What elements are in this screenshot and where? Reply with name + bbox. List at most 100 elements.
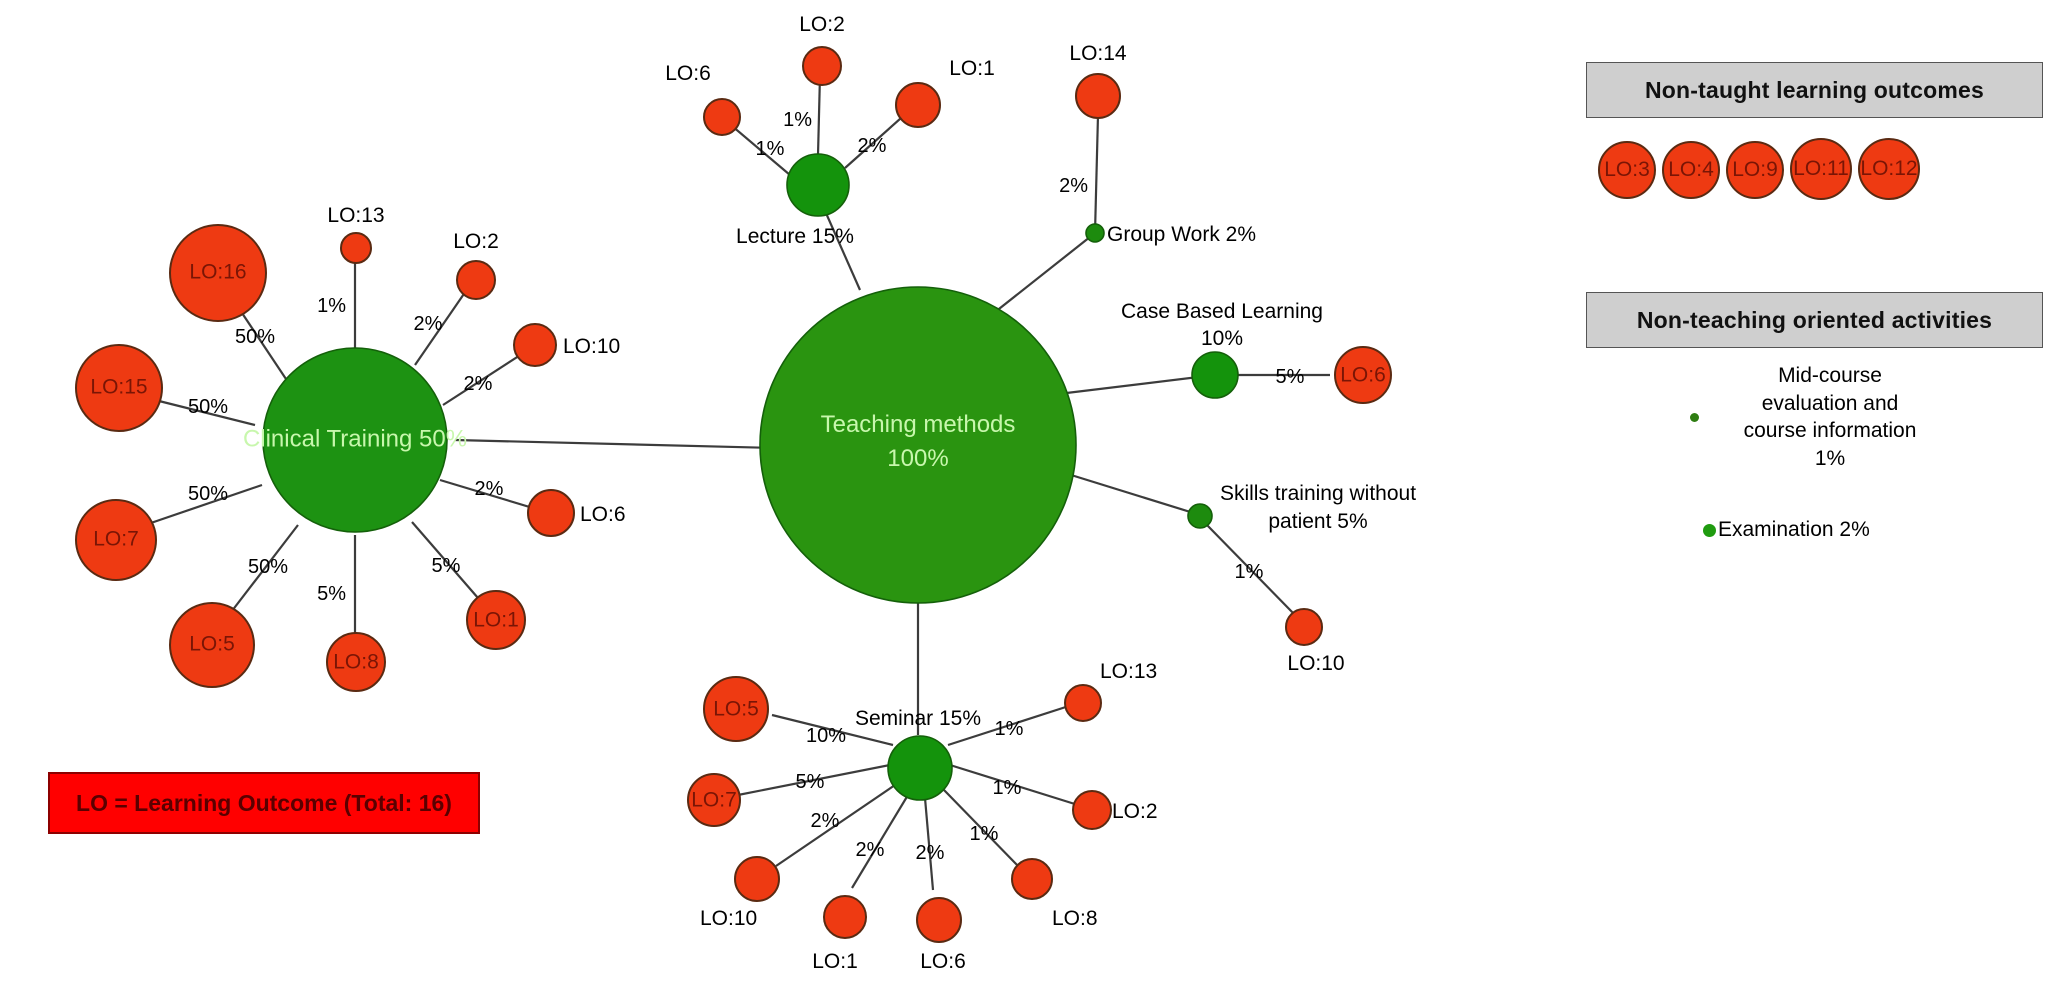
node-lo3[interactable]: LO:3 — [1598, 141, 1656, 199]
seminar-lo13-label: LO:13 — [1100, 660, 1157, 683]
skills-title-line1: Skills training without — [1220, 482, 1416, 505]
node-case-based-learning[interactable] — [1191, 351, 1239, 399]
node-lo11[interactable]: LO:11 — [1790, 138, 1852, 200]
node-skills-lo10[interactable] — [1285, 608, 1323, 646]
non-taught-title: Non-taught learning outcomes — [1644, 76, 1985, 103]
seminar-lo6-label: LO:6 — [920, 950, 966, 973]
lo1-inner-label: LO:1 — [473, 609, 519, 632]
node-seminar-lo8[interactable] — [1011, 858, 1053, 900]
pct-lecture-lo1: 2% — [858, 135, 887, 157]
pct-seminar-lo1: 2% — [856, 839, 885, 861]
pct-seminar-lo6: 2% — [916, 842, 945, 864]
pct-clinical-lo7: 50% — [188, 483, 228, 505]
node-seminar-lo1[interactable] — [823, 895, 867, 939]
node-seminar-lo7[interactable] — [687, 773, 741, 827]
hub-label-line1: Teaching methods — [821, 411, 1016, 438]
midcourse-line2: evaluation and — [1761, 391, 1899, 415]
node-lecture-lo1[interactable] — [895, 82, 941, 128]
pct-clinical-lo8: 5% — [317, 583, 346, 605]
clinical-lo2-label: LO:2 — [453, 230, 499, 253]
node-lecture-lo2[interactable] — [802, 46, 842, 86]
pct-cbl-lo6: 5% — [1276, 366, 1305, 388]
lo-key-box: LO = Learning Outcome (Total: 16) — [48, 772, 480, 834]
lecture-lo1-label: LO:1 — [949, 57, 995, 80]
edge-clinical-lo10 — [442, 351, 526, 406]
node-lo10[interactable] — [513, 323, 557, 367]
edge-seminar-lo7 — [737, 763, 891, 797]
edge-lecture-lo1 — [844, 109, 911, 169]
pct-lecture-lo2: 1% — [783, 109, 812, 131]
node-seminar-lo5[interactable] — [703, 676, 769, 742]
node-lo13[interactable] — [340, 232, 372, 264]
node-seminar-lo2[interactable] — [1072, 790, 1112, 830]
pct-seminar-lo7: 5% — [796, 771, 825, 793]
node-lecture-lo6[interactable] — [703, 98, 741, 136]
lo5-inner-label: LO:5 — [189, 633, 235, 656]
node-lo5[interactable] — [169, 602, 255, 688]
node-teaching-methods[interactable] — [759, 286, 1077, 604]
node-lo12[interactable]: LO:12 — [1858, 138, 1920, 200]
seminar-lo8-label: LO:8 — [1052, 907, 1098, 930]
edge-clinical-lo15 — [154, 398, 256, 427]
edge-seminar-lo6 — [923, 797, 935, 891]
seminar-lo1-label: LO:1 — [812, 950, 858, 973]
node-seminar-lo10[interactable] — [734, 856, 780, 902]
activity-midcourse[interactable]: Mid-course evaluation and course informa… — [1690, 362, 1990, 473]
node-seminar-lo6[interactable] — [916, 897, 962, 943]
edge-hub-groupwork — [984, 232, 1096, 321]
node-clinical-training[interactable] — [262, 347, 448, 533]
midcourse-dot-icon — [1690, 412, 1699, 422]
activity-examination[interactable]: Examination 2% — [1703, 518, 1870, 542]
lecture-lo2-label: LO:2 — [799, 13, 845, 36]
cbl-title-line2: 10% — [1201, 327, 1243, 350]
lecture-center-label: Lecture 15% — [736, 225, 854, 248]
edge-skills-lo10 — [1204, 522, 1296, 616]
pct-clinical-lo10: 2% — [464, 373, 493, 395]
pct-clinical-lo5: 50% — [248, 556, 288, 578]
edge-seminar-lo8 — [943, 789, 1019, 867]
non-taught-title-box: Non-taught learning outcomes — [1586, 62, 2043, 118]
lo15-inner-label: LO:15 — [90, 376, 147, 399]
pct-clinical-lo13: 1% — [317, 295, 346, 317]
lo8-inner-label: LO:8 — [333, 651, 379, 674]
node-lo7[interactable] — [75, 499, 157, 581]
node-skills-training[interactable] — [1187, 503, 1213, 529]
node-lo8[interactable] — [326, 632, 386, 692]
lo7-inner-label: LO:7 — [93, 528, 139, 551]
node-lo1[interactable] — [466, 590, 526, 650]
node-lo4[interactable]: LO:4 — [1662, 141, 1720, 199]
lo-key-label: LO = Learning Outcome (Total: 16) — [76, 789, 452, 816]
edge-seminar-lo13 — [947, 703, 1073, 747]
edge-seminar-lo5 — [771, 713, 894, 747]
midcourse-line1: Mid-course — [1778, 364, 1882, 387]
edge-clinical-lo5 — [224, 524, 299, 621]
non-taught-outcomes-row: LO:3 LO:4 LO:9 LO:11 LO:12 — [1598, 138, 1920, 200]
pct-clinical-lo2: 2% — [414, 313, 443, 335]
edge-hub-clinical — [454, 438, 776, 450]
node-lo14[interactable] — [1075, 73, 1121, 119]
edge-hub-skills — [1054, 468, 1201, 517]
node-groupwork[interactable] — [1085, 223, 1105, 243]
node-lo15[interactable] — [75, 344, 163, 432]
pct-clinical-lo6: 2% — [475, 478, 504, 500]
edge-clinical-lo7 — [144, 483, 263, 527]
edge-hub-cbl — [1049, 373, 1216, 397]
cbl-title-line1: Case Based Learning — [1121, 300, 1323, 323]
node-lecture[interactable] — [786, 153, 850, 217]
node-cbl-lo6[interactable] — [1334, 346, 1392, 404]
edge-seminar-lo10 — [775, 784, 896, 867]
node-seminar[interactable] — [887, 735, 953, 801]
pct-skills-lo10: 1% — [1235, 561, 1264, 583]
skills-title-line2: patient 5% — [1268, 510, 1367, 533]
edge-clinical-lo1 — [411, 521, 479, 599]
node-lo16[interactable] — [169, 224, 267, 322]
midcourse-line3: course information — [1743, 419, 1917, 443]
node-lo2[interactable] — [456, 260, 496, 300]
node-seminar-lo13[interactable] — [1064, 684, 1102, 722]
examination-label: Examination 2% — [1718, 518, 1870, 541]
edge-seminar-lo1 — [851, 794, 909, 889]
node-lo9[interactable]: LO:9 — [1726, 141, 1784, 199]
node-lo6[interactable] — [527, 489, 575, 537]
pct-seminar-lo8: 1% — [970, 823, 999, 845]
